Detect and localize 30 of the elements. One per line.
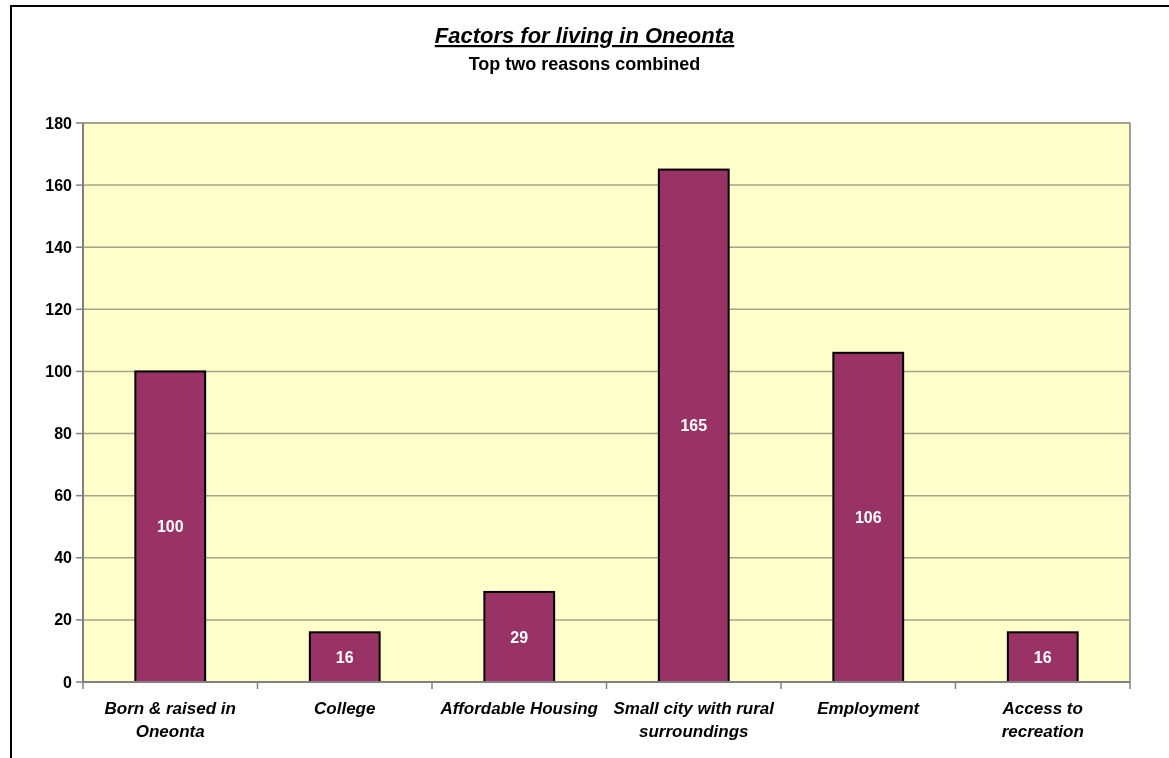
bar bbox=[483, 590, 556, 683]
y-tick-label: 160 bbox=[45, 176, 73, 194]
x-tick-label: College bbox=[314, 699, 376, 718]
bar bbox=[657, 168, 730, 683]
x-tick-label: Access to recreation bbox=[1001, 699, 1084, 741]
bar bbox=[308, 631, 381, 683]
x-tick-label: Employment bbox=[817, 699, 921, 718]
data-label: 106 bbox=[854, 509, 882, 527]
y-tick-label: 140 bbox=[45, 238, 73, 256]
x-tick-label: Small city with rural surroundings bbox=[613, 699, 776, 741]
data-label: 16 bbox=[1033, 648, 1052, 666]
data-label: 100 bbox=[156, 518, 184, 536]
y-tick-label: 80 bbox=[54, 425, 73, 443]
bar bbox=[1006, 631, 1079, 683]
x-tick-label: Affordable Housing bbox=[439, 699, 599, 718]
x-tick-label: Born & raised in Oneonta bbox=[104, 699, 236, 741]
y-tick-label: 60 bbox=[54, 487, 73, 505]
chart-title: Factors for living in Oneonta bbox=[434, 23, 735, 48]
y-tick-label: 120 bbox=[45, 300, 73, 318]
y-tick-label: 40 bbox=[54, 549, 73, 567]
bar bbox=[832, 351, 905, 683]
y-tick-label: 0 bbox=[63, 673, 73, 691]
bar bbox=[134, 370, 207, 683]
y-tick-label: 20 bbox=[54, 611, 73, 629]
y-tick-label: 100 bbox=[45, 363, 73, 381]
data-label: 29 bbox=[510, 628, 529, 646]
data-label: 16 bbox=[335, 648, 354, 666]
y-tick-label: 180 bbox=[45, 114, 73, 132]
chart-subtitle: Top two reasons combined bbox=[468, 54, 701, 74]
data-label: 165 bbox=[680, 417, 708, 435]
